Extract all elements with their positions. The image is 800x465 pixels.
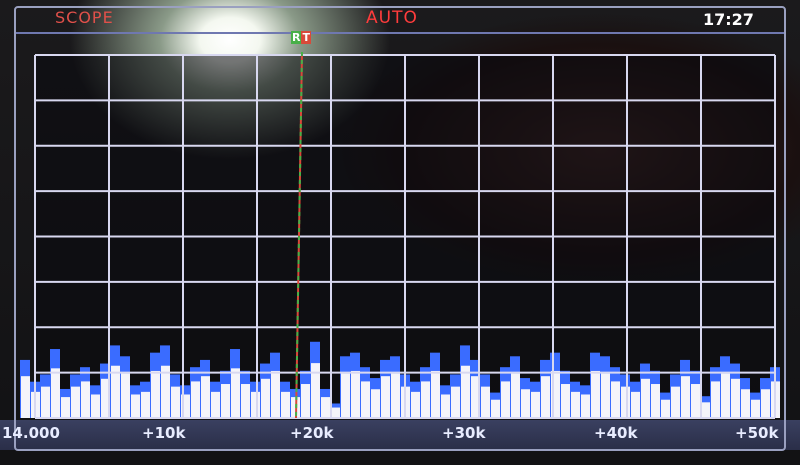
- spectrum-fill-bar: [151, 370, 160, 418]
- spectrum-fill-bar: [761, 389, 770, 418]
- spectrum-fill-bar: [321, 397, 330, 418]
- marker-t: T: [301, 31, 311, 44]
- spectrum-fill-bar: [381, 376, 390, 418]
- spectrum-fill-bar: [281, 391, 290, 418]
- spectrum-fill-bar: [511, 373, 520, 418]
- spectrum-fill-bar: [701, 402, 710, 418]
- rt-marker-badge: R T: [291, 31, 311, 44]
- spectrum-fill-bar: [61, 397, 70, 418]
- top-status-bar: [16, 8, 784, 34]
- spectrum-fill-bar: [271, 370, 280, 418]
- spectrum-fill-bar: [551, 370, 560, 418]
- spectrum-fill-bar: [131, 394, 140, 418]
- spectrum-fill-bar: [361, 381, 370, 418]
- spectrum-fill-bar: [231, 368, 240, 418]
- spectrum-fill-bar: [461, 365, 470, 418]
- spectrum-fill-bar: [371, 389, 380, 418]
- spectrum-fill-bar: [91, 394, 100, 418]
- spectrum-fill-bar: [521, 389, 530, 418]
- spectrum-fill-bar: [651, 384, 660, 418]
- axis-label-50k: +50k: [735, 424, 779, 442]
- axis-label-40k: +40k: [594, 424, 638, 442]
- spectrum-fill-bar: [611, 381, 620, 418]
- spectrum-fill-bar: [421, 381, 430, 418]
- spectrum-fill-bar: [471, 376, 480, 418]
- spectrum-fill-bar: [41, 386, 50, 418]
- spectrum-fill-bar: [561, 384, 570, 418]
- spectrum-fill-bar: [311, 363, 320, 418]
- spectrum-fill-bar: [351, 370, 360, 418]
- spectrum-fill-bar: [301, 384, 310, 418]
- spectrum-fill-bar: [211, 391, 220, 418]
- spectrum-fill-bar: [181, 394, 190, 418]
- scope-auto-mode[interactable]: AUTO: [366, 8, 418, 28]
- spectrum-fill-bar: [341, 373, 350, 418]
- spectrum-fill-bar: [221, 384, 230, 418]
- spectrum-fill-bar: [201, 376, 210, 418]
- spectrum-fill-bar: [451, 386, 460, 418]
- spectrum-fill-bar: [21, 376, 30, 418]
- spectrum-fill-bar: [391, 373, 400, 418]
- spectrum-fill-bar: [751, 399, 760, 418]
- axis-label-30k: +30k: [442, 424, 486, 442]
- spectrum-fill-bar: [71, 386, 80, 418]
- axis-label-start: 14.000: [2, 424, 60, 442]
- scope-mode-label[interactable]: SCOPE: [55, 8, 114, 27]
- spectrum-fill-bar: [111, 365, 120, 418]
- spectrum-fill-bar: [501, 381, 510, 418]
- spectrum-fill-bar: [641, 378, 650, 418]
- rt-marker-line-green: [295, 51, 303, 419]
- spectrum-fill-bar: [191, 381, 200, 418]
- spectrum-fill-bar: [631, 391, 640, 418]
- spectrum-fill-bar: [101, 378, 110, 418]
- spectrum-fill-bar: [681, 376, 690, 418]
- spectrum-fill-bar: [431, 370, 440, 418]
- spectrum-fill-bar: [741, 389, 750, 418]
- spectrum-fill-bar: [661, 399, 670, 418]
- spectrum-fill-bar: [141, 391, 150, 418]
- spectrum-fill-bar: [251, 391, 260, 418]
- spectrum-fill-bar: [531, 391, 540, 418]
- spectrum-fill-bar: [261, 378, 270, 418]
- spectrum-fill-bar: [721, 373, 730, 418]
- spectrum-fill-bar: [441, 394, 450, 418]
- spectrum-fill-bar: [171, 386, 180, 418]
- spectrum-fill-bar: [481, 386, 490, 418]
- marker-r: R: [291, 31, 302, 44]
- clock: 17:27: [703, 10, 754, 29]
- spectrum-fill-bar: [621, 386, 630, 418]
- spectrum-fill-bar: [601, 373, 610, 418]
- spectrum-fill-bar: [731, 378, 740, 418]
- spectrum-fill-bar: [671, 386, 680, 418]
- spectrum-fill-bar: [331, 407, 340, 418]
- spectrum-fill-bar: [81, 381, 90, 418]
- spectrum-fill-bar: [491, 399, 500, 418]
- axis-label-20k: +20k: [290, 424, 334, 442]
- spectrum-fill-bar: [161, 365, 170, 418]
- spectrum-fill-bar: [241, 384, 250, 418]
- spectrum-fill-bar: [121, 373, 130, 418]
- spectrum-fill-bar: [581, 394, 590, 418]
- spectrum-fill-bar: [691, 384, 700, 418]
- spectrum-fill-bar: [711, 381, 720, 418]
- spectrum-fill-bar: [541, 376, 550, 418]
- spectrum-fill-bar: [411, 391, 420, 418]
- scope-display-frame: [14, 6, 786, 451]
- spectrum-fill-bar: [51, 368, 60, 418]
- axis-label-10k: +10k: [142, 424, 186, 442]
- frequency-axis-bar: [0, 420, 800, 450]
- spectrum-fill-bar: [591, 370, 600, 418]
- spectrum-fill-bar: [571, 391, 580, 418]
